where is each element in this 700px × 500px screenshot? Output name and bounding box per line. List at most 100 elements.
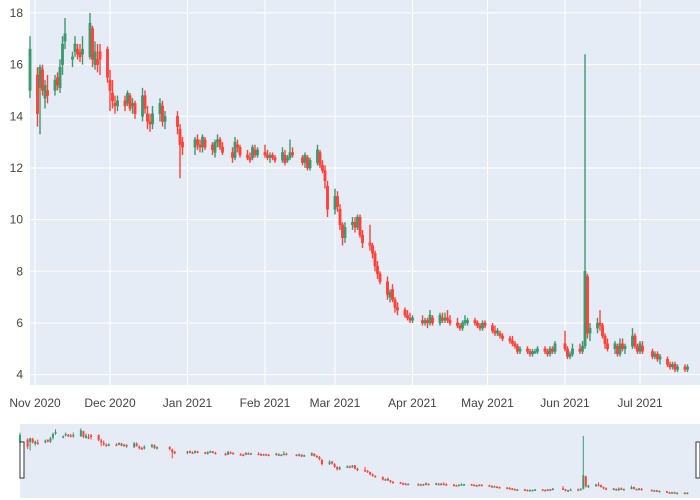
candle[interactable] <box>236 139 239 153</box>
candle[interactable] <box>623 343 627 354</box>
candle[interactable] <box>36 67 39 127</box>
candle[interactable] <box>466 317 469 326</box>
candle[interactable] <box>431 315 434 326</box>
candle[interactable] <box>376 260 379 280</box>
candle[interactable] <box>71 51 74 68</box>
candle[interactable] <box>263 144 267 158</box>
candle[interactable] <box>511 335 514 347</box>
candle[interactable] <box>91 25 94 68</box>
candle[interactable] <box>526 346 529 354</box>
candle[interactable] <box>403 307 407 318</box>
candle[interactable] <box>491 322 494 334</box>
candle[interactable] <box>536 346 539 354</box>
candle[interactable] <box>246 149 249 161</box>
candle[interactable] <box>473 317 477 326</box>
candle[interactable] <box>151 105 154 130</box>
candle[interactable] <box>63 18 67 50</box>
candle[interactable] <box>358 214 362 238</box>
candle[interactable] <box>448 315 452 326</box>
candle[interactable] <box>456 317 459 329</box>
candle[interactable] <box>321 160 324 174</box>
candles[interactable] <box>28 12 689 373</box>
candle[interactable] <box>563 330 567 352</box>
candle[interactable] <box>213 139 217 158</box>
candle[interactable] <box>146 105 149 130</box>
candle[interactable] <box>273 155 277 163</box>
candle[interactable] <box>361 229 364 249</box>
candle[interactable] <box>686 364 689 373</box>
candle[interactable] <box>553 341 557 354</box>
candle[interactable] <box>196 134 199 150</box>
candle[interactable] <box>396 302 399 316</box>
candle[interactable] <box>28 36 32 99</box>
candle[interactable] <box>601 322 604 339</box>
candle[interactable] <box>233 136 237 161</box>
candle[interactable] <box>476 320 479 329</box>
candle[interactable] <box>291 147 294 158</box>
candle[interactable] <box>393 297 397 313</box>
candle[interactable] <box>326 180 329 218</box>
candle[interactable] <box>248 152 252 163</box>
candle[interactable] <box>343 222 347 243</box>
candle[interactable] <box>373 250 377 272</box>
range-slider[interactable] <box>19 424 700 498</box>
candle[interactable] <box>238 144 242 158</box>
candle[interactable] <box>498 330 502 339</box>
candle[interactable] <box>586 273 589 339</box>
candle[interactable] <box>176 111 179 135</box>
candle[interactable] <box>96 43 99 73</box>
candle[interactable] <box>378 271 382 285</box>
candle[interactable] <box>411 315 414 323</box>
candle[interactable] <box>108 69 112 112</box>
candle[interactable] <box>133 100 137 119</box>
candle[interactable] <box>566 346 569 360</box>
candle[interactable] <box>203 136 207 150</box>
candle[interactable] <box>181 136 184 156</box>
candle[interactable] <box>256 147 259 158</box>
candle[interactable] <box>483 320 487 329</box>
candle[interactable] <box>308 157 312 171</box>
candle[interactable] <box>581 341 584 354</box>
candle[interactable] <box>323 165 327 189</box>
candle[interactable] <box>178 124 182 179</box>
candle[interactable] <box>513 341 517 349</box>
range-slider-left-handle[interactable] <box>19 441 25 479</box>
candle[interactable] <box>603 333 607 349</box>
range-slider-right-handle[interactable] <box>695 441 700 479</box>
candle[interactable] <box>588 322 592 342</box>
candle[interactable] <box>658 353 662 365</box>
candle[interactable] <box>368 224 372 251</box>
candle[interactable] <box>676 364 679 373</box>
candle[interactable] <box>386 276 389 300</box>
candle[interactable] <box>371 242 374 259</box>
candle[interactable] <box>286 155 289 163</box>
candle[interactable] <box>606 338 609 352</box>
candle[interactable] <box>338 204 342 230</box>
candle[interactable] <box>73 36 77 57</box>
candle[interactable] <box>598 310 602 331</box>
candle[interactable] <box>461 320 464 331</box>
candle[interactable] <box>508 335 512 344</box>
range-slider-background[interactable] <box>20 424 700 498</box>
candle[interactable] <box>143 90 147 114</box>
candle[interactable] <box>221 142 224 156</box>
candle[interactable] <box>271 152 274 161</box>
candle[interactable] <box>41 64 44 96</box>
candle[interactable] <box>98 43 102 75</box>
candle[interactable] <box>336 191 339 212</box>
candle[interactable] <box>61 36 64 75</box>
candle[interactable] <box>318 149 322 168</box>
candle[interactable] <box>111 80 114 109</box>
candle[interactable] <box>81 36 84 65</box>
candle[interactable] <box>46 74 49 104</box>
candle[interactable] <box>533 348 537 354</box>
candle[interactable] <box>543 346 547 354</box>
candle[interactable] <box>128 93 132 112</box>
candle[interactable] <box>666 356 669 367</box>
candle[interactable] <box>641 341 644 354</box>
candle[interactable] <box>391 284 394 303</box>
candle[interactable] <box>518 346 522 354</box>
candle[interactable] <box>568 351 572 360</box>
candle[interactable] <box>93 41 97 70</box>
candle[interactable] <box>446 310 449 323</box>
